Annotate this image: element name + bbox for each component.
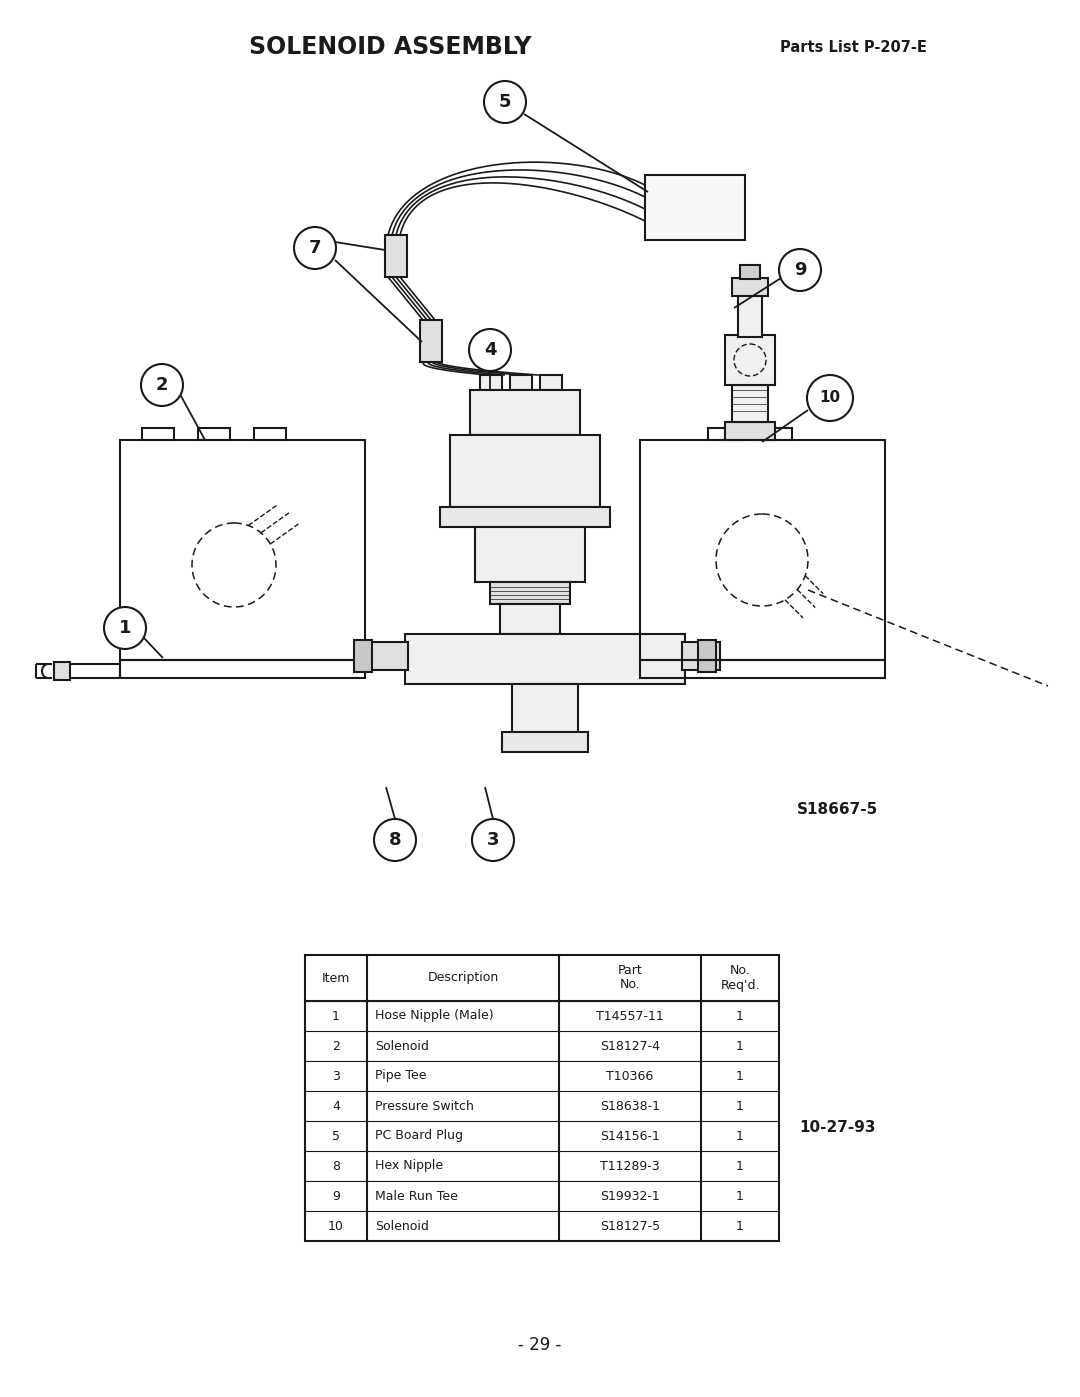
Text: 10: 10 [328,1220,343,1232]
Text: Solenoid: Solenoid [375,1220,429,1232]
Text: 5: 5 [332,1130,340,1143]
Bar [120,440,365,659]
Circle shape [374,819,416,861]
Text: Hex Nipple: Hex Nipple [375,1160,443,1172]
Bar [470,390,580,434]
Bar [440,507,610,527]
Bar [405,634,685,685]
Bar [640,659,885,678]
Text: SOLENOID ASSEMBLY: SOLENOID ASSEMBLY [248,35,531,59]
Circle shape [807,374,853,420]
Bar [725,422,775,440]
Circle shape [294,226,336,270]
Bar [68,664,120,678]
Text: 10: 10 [820,391,840,405]
Bar [254,427,286,440]
Bar [512,685,578,732]
Text: No.: No. [730,964,751,978]
Text: 1: 1 [737,1189,744,1203]
Text: 2: 2 [156,376,168,394]
Bar [450,434,600,507]
Text: 1: 1 [737,1220,744,1232]
Text: 1: 1 [737,1160,744,1172]
Text: 1: 1 [737,1039,744,1052]
Bar [500,604,561,634]
Text: Part: Part [618,964,643,978]
Text: 1: 1 [737,1070,744,1083]
Text: 1: 1 [332,1010,340,1023]
Bar [510,374,532,390]
Bar [738,295,762,337]
Bar [120,659,365,678]
Bar [681,643,720,671]
Text: 10-27-93: 10-27-93 [800,1120,876,1136]
Bar [305,956,779,1241]
Text: Solenoid: Solenoid [375,1039,429,1052]
Bar [640,440,885,659]
Text: 9: 9 [332,1189,340,1203]
Text: 1: 1 [737,1099,744,1112]
Bar [354,640,372,672]
Text: S19932-1: S19932-1 [600,1189,660,1203]
Bar [732,278,768,296]
Circle shape [141,365,183,407]
Bar [708,427,742,440]
Bar [198,427,230,440]
Bar [141,427,174,440]
Text: No.: No. [620,978,640,992]
Text: 9: 9 [794,261,807,279]
Bar [384,235,407,277]
Bar [732,386,768,422]
Bar [370,643,408,671]
Text: Item: Item [322,971,350,985]
Bar [645,175,745,240]
Text: 2: 2 [332,1039,340,1052]
Text: PC Board Plug: PC Board Plug [375,1130,463,1143]
Text: 8: 8 [389,831,402,849]
Circle shape [472,819,514,861]
Text: 1: 1 [737,1130,744,1143]
Bar [480,374,502,390]
Text: 4: 4 [484,341,496,359]
Text: T10366: T10366 [606,1070,653,1083]
Bar [54,662,70,680]
Text: 4: 4 [332,1099,340,1112]
Text: S18127-4: S18127-4 [600,1039,660,1052]
Text: Pipe Tee: Pipe Tee [375,1070,427,1083]
Text: 8: 8 [332,1160,340,1172]
Bar [420,320,442,362]
Text: 5: 5 [499,94,511,110]
Text: - 29 -: - 29 - [518,1336,562,1354]
Text: Male Run Tee: Male Run Tee [375,1189,458,1203]
Text: 3: 3 [332,1070,340,1083]
Text: S14156-1: S14156-1 [600,1130,660,1143]
Text: Parts List P-207-E: Parts List P-207-E [780,39,927,54]
Text: Description: Description [428,971,499,985]
Bar [490,583,570,604]
Text: Req'd.: Req'd. [720,978,759,992]
Text: Pressure Switch: Pressure Switch [375,1099,474,1112]
Text: S18667-5: S18667-5 [797,802,879,817]
Bar [540,374,562,390]
Bar [740,265,760,279]
Text: 1: 1 [737,1010,744,1023]
Text: Hose Nipple (Male): Hose Nipple (Male) [375,1010,494,1023]
Bar [502,732,588,752]
Circle shape [104,608,146,650]
Bar [475,527,585,583]
Text: 7: 7 [309,239,321,257]
Circle shape [469,330,511,372]
Text: T14557-11: T14557-11 [596,1010,664,1023]
Bar [758,427,792,440]
Text: T11289-3: T11289-3 [600,1160,660,1172]
Bar [725,335,775,386]
Text: 3: 3 [487,831,499,849]
Text: 1: 1 [119,619,132,637]
Circle shape [484,81,526,123]
Circle shape [779,249,821,291]
Text: S18127-5: S18127-5 [599,1220,660,1232]
Bar [698,640,716,672]
Text: S18638-1: S18638-1 [600,1099,660,1112]
